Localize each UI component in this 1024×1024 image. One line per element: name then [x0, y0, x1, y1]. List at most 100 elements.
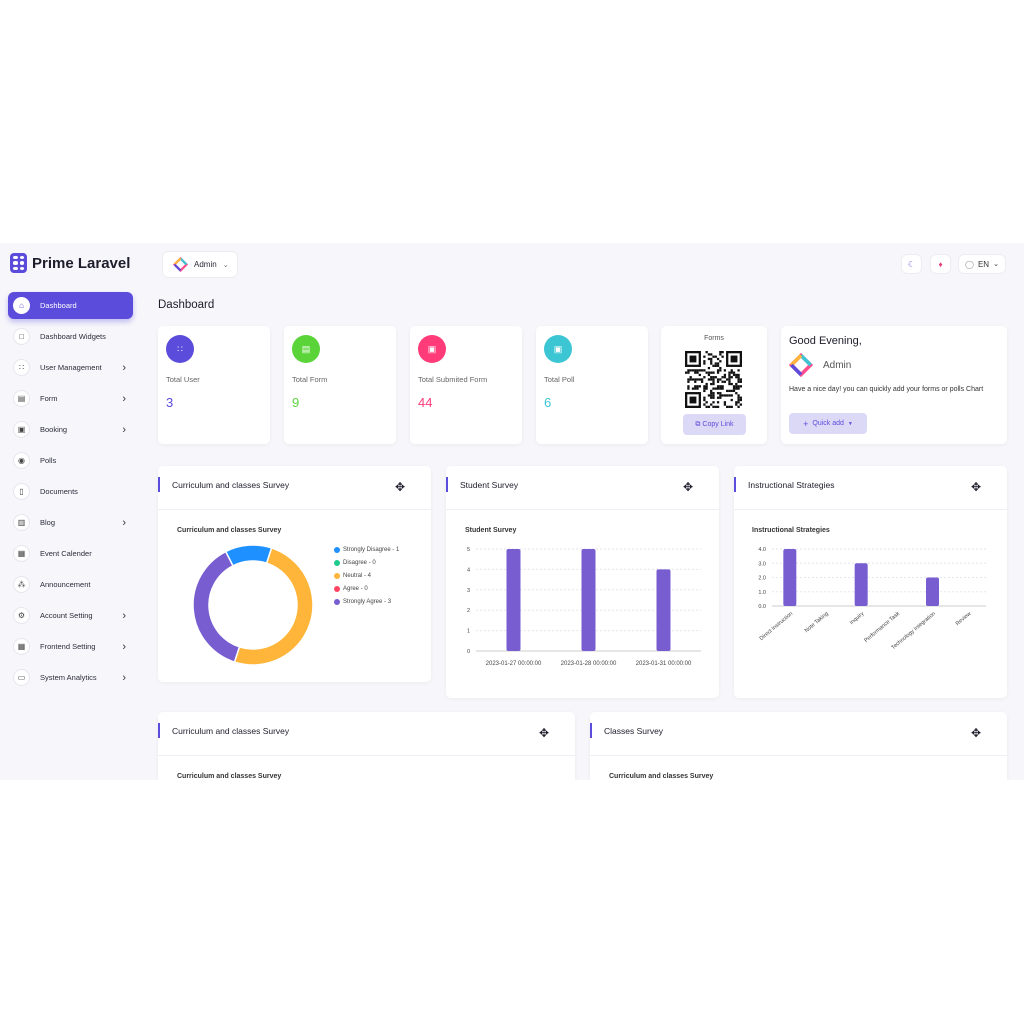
app-logo-icon: [172, 256, 189, 273]
frontend-icon: ▦: [13, 638, 30, 655]
brand[interactable]: Prime Laravel: [10, 253, 130, 273]
stat-card: ∷ Total User 3: [158, 326, 270, 444]
bar[interactable]: [854, 563, 868, 606]
move-icon[interactable]: ✥: [971, 726, 982, 740]
y-tick-label: 0: [467, 649, 470, 655]
greeting-text: Have a nice day! you can quickly add you…: [789, 386, 984, 393]
sidebar-item-announcement[interactable]: ⁂ Announcement: [8, 571, 133, 598]
bar[interactable]: [783, 549, 797, 606]
x-tick-label: 2023-01-31 00:00:00: [636, 661, 692, 667]
plus-icon: +: [803, 418, 809, 429]
bar[interactable]: [506, 549, 521, 651]
blog-icon: ▥: [13, 514, 30, 531]
moon-icon: ☾: [907, 259, 916, 269]
chart-title: Curriculum and classes Survey: [177, 773, 282, 780]
sidebar-item-event-calender[interactable]: ▦ Event Calender: [8, 540, 133, 567]
caret-down-icon: ▼: [847, 420, 853, 427]
donut-slice-neutral[interactable]: [233, 546, 314, 666]
stat-icon: ▤: [292, 335, 320, 363]
sidebar-item-label: User Management: [40, 363, 102, 372]
y-tick-label: 3.0: [758, 561, 766, 567]
bar[interactable]: [656, 569, 671, 651]
legend-label: Disagree - 0: [343, 560, 376, 567]
sidebar-item-polls[interactable]: ◉ Polls: [8, 447, 133, 474]
sidebar-item-system-analytics[interactable]: ▭ System Analytics ›: [8, 664, 133, 691]
donut-slice-strongly-disagree[interactable]: [224, 544, 273, 567]
sidebar-item-booking[interactable]: ▣ Booking ›: [8, 416, 133, 443]
language-button[interactable]: ◯ EN ⌄: [958, 254, 1006, 274]
stat-label: Total User: [166, 375, 200, 384]
sidebar-item-dashboard[interactable]: ⌂ Dashboard: [8, 292, 133, 319]
legend-marker: [334, 560, 340, 567]
bar[interactable]: [581, 549, 596, 651]
legend-item[interactable]: Disagree - 0: [334, 557, 399, 570]
bar-chart-student-survey: 0 1 2 3 4 5 2023-01-27 00:00:00 2023-01-28 00:0…: [467, 547, 701, 667]
sidebar-item-label: Announcement: [40, 580, 91, 589]
sidebar-nav: ⌂ Dashboard □ Dashboard Widgets ∷ User Manage…: [8, 292, 133, 695]
sidebar-item-label: Account Setting: [40, 611, 93, 620]
chevron-right-icon: ›: [122, 423, 126, 436]
theme-toggle-button[interactable]: ☾: [901, 254, 922, 274]
x-tick-label: Review: [955, 611, 973, 627]
sidebar-item-account-setting[interactable]: ⚙ Account Setting ›: [8, 602, 133, 629]
panel-accent: [734, 477, 736, 492]
user-menu-button[interactable]: Admin ⌄: [162, 251, 238, 278]
stat-value: 6: [544, 395, 552, 410]
y-tick-label: 4.0: [758, 547, 766, 553]
quick-add-label: Quick add: [812, 420, 844, 427]
sidebar-item-user-management[interactable]: ∷ User Management ›: [8, 354, 133, 381]
globe-icon: ◯: [965, 259, 974, 269]
bar[interactable]: [926, 577, 939, 607]
quick-add-button[interactable]: + Quick add ▼: [789, 413, 867, 434]
notifications-button[interactable]: ♦: [930, 254, 951, 274]
legend-item[interactable]: Agree - 0: [334, 582, 399, 595]
legend-item[interactable]: Strongly Disagree - 1: [334, 544, 399, 557]
legend-marker: [334, 585, 340, 592]
legend-label: Neutral - 4: [343, 572, 372, 579]
x-tick-label: 2023-01-27 00:00:00: [486, 661, 542, 667]
sidebar-item-form[interactable]: ▤ Form ›: [8, 385, 133, 412]
sidebar-item-label: Booking: [40, 425, 68, 434]
legend-label: Agree - 0: [343, 585, 368, 592]
sidebar-item-label: Blog: [40, 518, 56, 527]
legend-item[interactable]: Strongly Agree - 3: [334, 595, 399, 608]
copy-link-button[interactable]: ⧉ Copy Link: [683, 414, 746, 435]
panel-accent: [158, 477, 160, 492]
sidebar-item-label: Dashboard: [40, 301, 77, 310]
square-icon: □: [13, 328, 30, 345]
sidebar-item-frontend-setting[interactable]: ▦ Frontend Setting ›: [8, 633, 133, 660]
y-tick-label: 2.0: [758, 576, 766, 582]
panel-header: Curriculum and classes Survey ✥: [158, 712, 575, 756]
sidebar-item-blog[interactable]: ▥ Blog ›: [8, 509, 133, 536]
panel-header: Classes Survey ✥: [590, 712, 1007, 756]
stat-label: Total Poll: [544, 375, 575, 384]
sidebar-item-documents[interactable]: ▯ Documents: [8, 478, 133, 505]
chevron-down-icon: ⌄: [222, 261, 229, 269]
panel-title: Student Survey: [460, 480, 519, 490]
sidebar-item-label: Event Calender: [40, 549, 92, 558]
donut-slice-strongly-agree[interactable]: [192, 550, 241, 664]
brand-name: Prime Laravel: [32, 254, 131, 272]
panel-title: Instructional Strategies: [748, 480, 835, 490]
stat-icon: ▣: [418, 335, 446, 363]
panel-instructional-strategies: Instructional Strategies ✥ Instructional…: [734, 466, 1007, 698]
chevron-right-icon: ›: [122, 392, 126, 405]
move-icon[interactable]: ✥: [395, 480, 406, 494]
legend-item[interactable]: Neutral - 4: [334, 570, 399, 583]
users-icon: ∷: [13, 359, 30, 376]
chevron-right-icon: ›: [122, 609, 126, 622]
stat-icon: ▣: [544, 335, 572, 363]
x-tick-label: Direct Instruction: [759, 611, 794, 642]
y-tick-label: 1.0: [758, 590, 766, 596]
greeting-user: Admin: [788, 352, 851, 378]
legend-label: Strongly Disagree - 1: [343, 547, 400, 554]
move-icon[interactable]: ✥: [683, 480, 694, 494]
sidebar-item-dashboard-widgets[interactable]: □ Dashboard Widgets: [8, 323, 133, 350]
sidebar-item-label: Documents: [40, 487, 78, 496]
move-icon[interactable]: ✥: [539, 726, 550, 740]
chevron-right-icon: ›: [122, 516, 126, 529]
move-icon[interactable]: ✥: [971, 480, 982, 494]
user-menu-label: Admin: [194, 260, 217, 269]
panel-classes-survey: Classes Survey ✥ Curriculum and classes …: [590, 712, 1007, 780]
forms-card-title: Forms: [704, 335, 724, 342]
